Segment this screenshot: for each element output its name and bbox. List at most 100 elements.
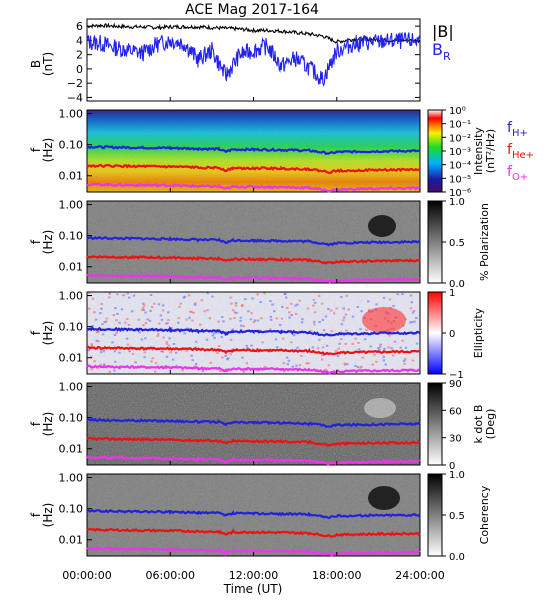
ellipticity-speckle-dot [287, 359, 291, 362]
ellipticity-speckle-dot [194, 302, 197, 305]
kdotb-colorbar-ticks: 90 60 30 0 [442, 379, 462, 472]
ellipticity-speckle-dot [336, 355, 340, 357]
ellipticity-speckle-dot [87, 349, 90, 352]
ellipticity-speckle-dot [375, 303, 378, 306]
ellipticity-speckle-dot [165, 342, 169, 345]
ellipticity-speckle-dot [301, 318, 304, 321]
ellipticity-speckle-dot [329, 309, 333, 312]
coherency-colorbar [427, 473, 443, 557]
time-axis-ticks: 00:00:00 06:00:00 12:00:00 18:00:00 24:00:00 [62, 97, 445, 582]
ellipticity-speckle-dot [310, 330, 313, 333]
ellipticity-speckle-dot [361, 356, 364, 359]
ellipticity-speckle-dot [183, 295, 187, 298]
fh-line [87, 145, 421, 156]
ellipticity-speckle-dot [153, 302, 156, 305]
ellipticity-speckle-dot [324, 315, 328, 318]
ellipticity-speckle-dot [191, 319, 194, 322]
ellipticity-speckle-dot [244, 298, 247, 301]
ellipticity-speckle-dot [179, 302, 183, 305]
ellipticity-speckle-dot [165, 355, 169, 358]
ellipticity-speckle-dot [342, 334, 346, 337]
ellipticity-speckle-dot [183, 332, 186, 335]
b-field-panel: 64 20−2−4 B (nT) |B| BR [29, 18, 454, 104]
frequency-y-tick-label: 0.10 [59, 139, 84, 152]
ellipticity-speckle-dot [246, 347, 249, 350]
frequency-y-tick-label: 0.10 [59, 412, 84, 425]
ellipticity-speckle-dot [279, 324, 282, 326]
colorbar-tick-label: 10⁻¹ [449, 120, 471, 131]
ellipticity-speckle-dot [126, 343, 130, 346]
colorbar-tick-label: 0.0 [449, 279, 465, 290]
ellipticity-speckle-dot [132, 294, 136, 297]
ellipticity-speckle-dot [99, 351, 103, 354]
ellipticity-speckle-dot [99, 312, 102, 315]
ellipticity-speckle-dot [125, 337, 129, 340]
ellipticity-speckle-dot [189, 310, 192, 313]
ellipticity-speckle-dot [128, 350, 131, 353]
ellipticity-speckle-dot [410, 301, 414, 304]
ellipticity-speckle-dot [230, 302, 233, 305]
ellipticity-speckle-dot [150, 360, 153, 363]
colorbar-tick-label: 10⁻⁶ [449, 188, 471, 199]
ellipticity-speckle-dot [356, 366, 360, 369]
legend-fhe: fHe+ [507, 142, 534, 161]
ellipticity-speckle-dot [88, 307, 91, 310]
ellipticity-speckle-dot [134, 361, 137, 364]
ellipticity-speckle-dot [164, 365, 167, 367]
ellipticity-speckle-dot [229, 296, 232, 299]
ellipticity-speckle-dot [296, 346, 299, 349]
ellipticity-speckle-dot [172, 343, 176, 345]
ellipticity-speckle-dot [388, 298, 392, 301]
coherency-ylabel: f [29, 512, 43, 517]
ellipticity-speckle-dot [295, 364, 298, 367]
frequency-y-tick-label: 1.00 [59, 108, 84, 121]
ellipticity-speckle-dot [218, 369, 222, 372]
ellipticity-speckle-dot [151, 348, 154, 351]
ellipticity-speckle-dot [187, 294, 191, 297]
ellipticity-speckle-dot [399, 346, 402, 349]
ellipticity-speckle-dot [320, 358, 324, 361]
kdotb-colorbar-unit: (Deg) [484, 409, 497, 440]
ellipticity-speckle-dot [322, 329, 326, 332]
polarization-colorbar-label: % Polarization [478, 203, 491, 281]
ellipticity-speckle-dot [373, 353, 376, 356]
ellipticity-speckle-dot [167, 311, 170, 314]
ellipticity-speckle-dot [194, 363, 198, 365]
ellipticity-speckle-dot [316, 347, 320, 350]
ellipticity-speckle-dot [306, 307, 310, 310]
fh-line [86, 325, 421, 337]
ellipticity-speckle-dot [255, 369, 259, 372]
intensity-colorbar-label: Intensity [472, 127, 485, 175]
frequency-y-tick-label: 0.10 [59, 503, 84, 516]
ellipticity-speckle-dot [209, 361, 212, 364]
ellipticity-speckle-dot [313, 311, 317, 314]
colorbar-tick-label: 60 [449, 406, 462, 417]
fh-line [86, 417, 421, 428]
fhe-line [86, 345, 421, 356]
ellipticity-speckle-dot [339, 331, 342, 334]
ellipticity-speckle-dot [290, 341, 293, 344]
ellipticity-speckle-dot [115, 332, 118, 334]
time-tick-label: 18:00:00 [312, 569, 361, 582]
ellipticity-speckle-dot [283, 292, 287, 295]
ellipticity-speckle-dot [291, 365, 294, 368]
ellipticity-speckle-dot [213, 332, 216, 335]
ellipticity-speckle-dot [382, 359, 385, 362]
ellipticity-speckle-dot [235, 311, 238, 314]
ellipticity-speckle-dot [354, 337, 357, 340]
ellipticity-speckle-dot [141, 308, 144, 311]
ellipticity-speckle-dot [391, 354, 395, 357]
ellipticity-speckle-dot [334, 349, 338, 352]
fhe-line [86, 527, 421, 538]
ellipticity-speckle-dot [143, 351, 147, 354]
ellipticity-speckle-dot [126, 292, 129, 295]
b-field-y-tick-label: 4 [76, 34, 83, 47]
ellipticity-speckle-dot [192, 311, 195, 314]
ellipticity-speckle-dot [346, 363, 349, 366]
ellipticity-speckle-dot [321, 346, 325, 349]
legend-fh: fH+ [507, 120, 528, 139]
ellipticity-speckle-dot [101, 323, 104, 326]
kdotb-light-patch [364, 398, 396, 418]
ellipticity-speckle-dot [190, 310, 193, 313]
ellipticity-speckle-dot [217, 345, 221, 348]
